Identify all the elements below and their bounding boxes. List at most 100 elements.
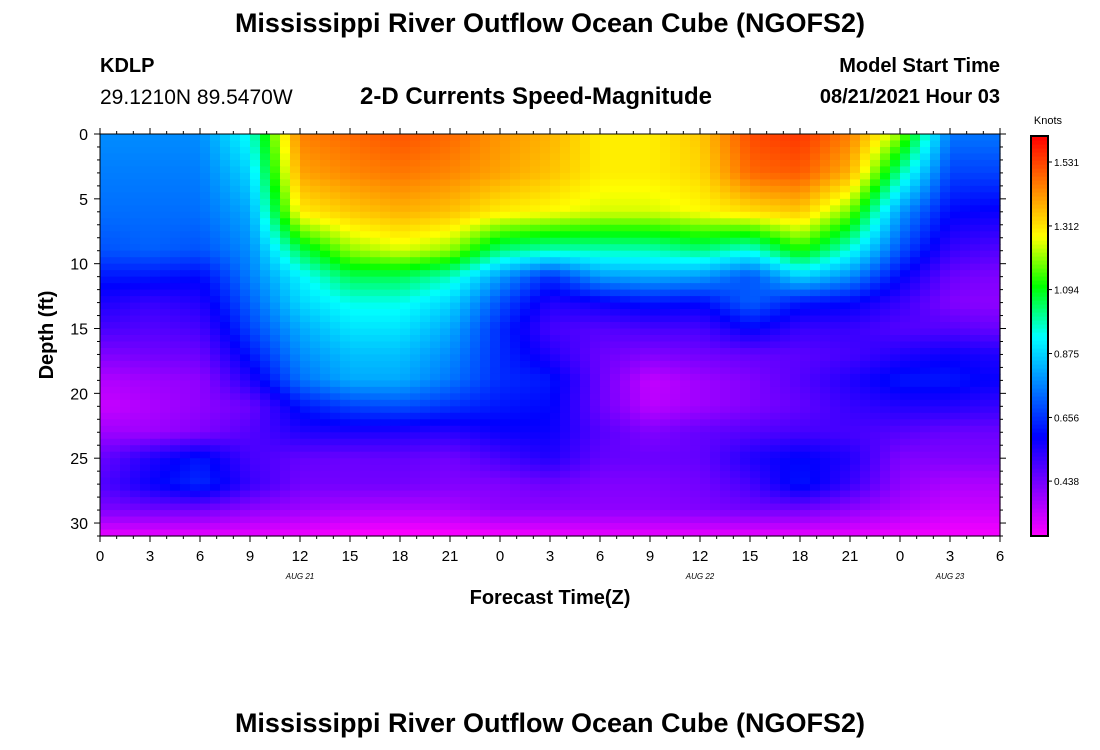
heatmap-cell (740, 218, 751, 226)
heatmap-cell (930, 218, 941, 226)
heatmap-cell (130, 263, 141, 271)
heatmap-cell (400, 432, 411, 440)
heatmap-cell (390, 458, 401, 466)
heatmap-cell (580, 153, 591, 161)
heatmap-cell (650, 380, 661, 388)
heatmap-cell (830, 445, 841, 453)
heatmap-cell (480, 302, 491, 310)
heatmap-cell (180, 250, 191, 258)
heatmap-cell (440, 276, 451, 284)
heatmap-cell (500, 386, 511, 394)
heatmap-cell (150, 302, 161, 310)
heatmap-cell (490, 373, 501, 381)
heatmap-cell (690, 328, 701, 336)
heatmap-cell (580, 380, 591, 388)
heatmap-cell (850, 134, 861, 142)
heatmap-cell (290, 192, 301, 200)
heatmap-cell (320, 328, 331, 336)
heatmap-cell (820, 458, 831, 466)
heatmap-cell (720, 250, 731, 258)
heatmap-cell (780, 172, 791, 180)
heatmap-cell (410, 185, 421, 193)
heatmap-cell (720, 393, 731, 401)
heatmap-cell (190, 185, 201, 193)
heatmap-cell (960, 315, 971, 323)
heatmap-cell (840, 198, 851, 206)
heatmap-cell (190, 354, 201, 362)
heatmap-cell (830, 263, 841, 271)
heatmap-cell (400, 309, 411, 317)
heatmap-cell (540, 399, 551, 407)
heatmap-cell (870, 309, 881, 317)
heatmap-cell (520, 224, 531, 232)
heatmap-cell (180, 335, 191, 343)
heatmap-cell (950, 373, 961, 381)
heatmap-cell (100, 205, 111, 213)
heatmap-cell (720, 257, 731, 265)
heatmap-cell (610, 328, 621, 336)
heatmap-cell (290, 328, 301, 336)
heatmap-cell (630, 322, 641, 330)
heatmap-cell (190, 451, 201, 459)
heatmap-cell (600, 360, 611, 369)
heatmap-cell (780, 263, 791, 271)
heatmap-cell (150, 341, 161, 349)
heatmap-cell (820, 250, 831, 258)
heatmap-cell (100, 309, 111, 317)
heatmap-cell (660, 309, 671, 317)
heatmap-cell (840, 315, 851, 323)
heatmap-cell (860, 432, 871, 440)
heatmap-cell (160, 302, 171, 310)
heatmap-cell (420, 302, 431, 310)
heatmap-cell (470, 425, 481, 433)
heatmap-cell (610, 341, 621, 349)
heatmap-cell (830, 276, 841, 284)
heatmap-cell (360, 354, 371, 362)
heatmap-cell (270, 399, 281, 407)
heatmap-cell (370, 224, 381, 232)
heatmap-cell (580, 231, 591, 239)
heatmap-cell (580, 172, 591, 180)
heatmap-cell (180, 373, 191, 381)
heatmap-cell (520, 432, 531, 440)
heatmap-cell (710, 341, 721, 349)
heatmap-cell (920, 399, 931, 407)
heatmap-cell (620, 159, 631, 168)
heatmap-cell (390, 224, 401, 232)
heatmap-cell (500, 315, 511, 323)
heatmap-cell (520, 425, 531, 433)
heatmap-cell (640, 393, 651, 401)
heatmap-cell (390, 263, 401, 271)
heatmap-cell (210, 205, 221, 213)
heatmap-cell (140, 315, 151, 323)
heatmap-cell (720, 146, 731, 155)
heatmap-cell (380, 458, 391, 466)
heatmap-cell (520, 347, 531, 356)
heatmap-cell (330, 257, 341, 265)
heatmap-cell (890, 257, 901, 265)
heatmap-cell (780, 309, 791, 317)
heatmap-cell (440, 432, 451, 440)
heatmap-cell (520, 367, 531, 375)
heatmap-cell (160, 341, 171, 349)
heatmap-cell (960, 153, 971, 161)
heatmap-cell (780, 386, 791, 394)
heatmap-cell (770, 412, 781, 420)
heatmap-cell (870, 224, 881, 232)
heatmap-cell (680, 341, 691, 349)
heatmap-cell (430, 432, 441, 440)
heatmap-cell (120, 270, 131, 278)
heatmap-cell (880, 477, 891, 485)
heatmap-cell (860, 322, 871, 330)
heatmap-cell (210, 360, 221, 369)
heatmap-cell (110, 438, 121, 446)
heatmap-cell (810, 464, 821, 472)
heatmap-cell (290, 263, 301, 271)
heatmap-cell (160, 328, 171, 336)
heatmap-cell (940, 458, 951, 466)
heatmap-cell (410, 432, 421, 440)
heatmap-cell (340, 257, 351, 265)
heatmap-cell (630, 438, 641, 446)
heatmap-cell (500, 134, 511, 142)
heatmap-cell (390, 250, 401, 258)
